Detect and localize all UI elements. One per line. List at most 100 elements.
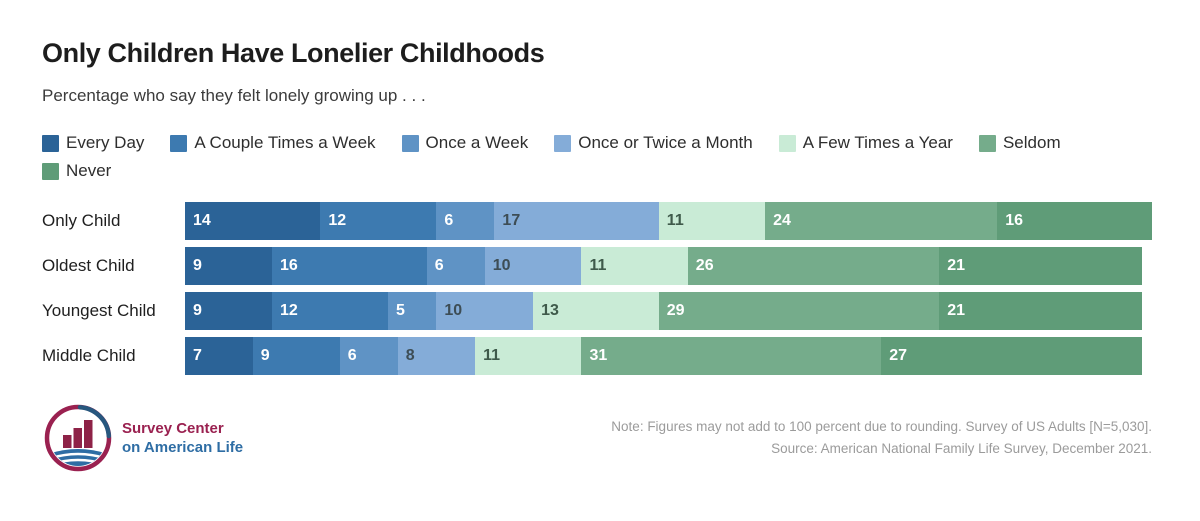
bar-segment-value: 6 — [434, 257, 444, 274]
source-line: Source: American National Family Life Su… — [771, 441, 1152, 456]
bar-segment: 6 — [339, 337, 398, 375]
bar-segment-value: 26 — [695, 257, 714, 274]
bar-segment-value: 12 — [328, 212, 347, 229]
bar-segment-value: 29 — [666, 302, 685, 319]
bar-segment-value: 14 — [193, 212, 211, 229]
legend-label: Once a Week — [425, 133, 529, 152]
footer: Survey Center on American Life Note: Fig… — [42, 402, 1152, 474]
bar-segment-value: 10 — [444, 302, 463, 319]
bar-segment: 12 — [272, 292, 389, 330]
logo: Survey Center on American Life — [42, 402, 243, 474]
bar-segment: 12 — [320, 202, 437, 240]
legend-label: Every Day — [66, 133, 145, 152]
category-label: Youngest Child — [42, 301, 156, 320]
bar-segment-value: 9 — [260, 347, 270, 364]
legend-item: Every Day — [42, 133, 144, 153]
legend-label: Never — [66, 161, 112, 180]
logo-text-line2: on American Life — [122, 439, 244, 456]
bar-segment: 21 — [939, 292, 1143, 330]
bar-segment: 7 — [185, 337, 253, 375]
bar-track: 14 12 6 17 11 24 16 — [185, 202, 1152, 240]
chart-subtitle: Percentage who say they felt lonely grow… — [42, 86, 426, 105]
bar-segment-value: 6 — [444, 212, 454, 229]
bar-segment: 13 — [533, 292, 659, 330]
bar-segment: 21 — [939, 247, 1143, 285]
stacked-bar: 7 9 6 8 11 31 27 — [185, 337, 1143, 375]
bar-row: Only Child 14 12 6 17 11 24 16 — [42, 202, 1152, 240]
stacked-bar: 9 12 5 10 13 29 21 — [185, 292, 1143, 330]
bar-segment-value: 12 — [280, 302, 298, 319]
bar-segment-value: 16 — [280, 257, 298, 274]
bar-segment-value: 11 — [666, 212, 684, 229]
legend-item: A Few Times a Year — [778, 133, 953, 153]
legend-label: Seldom — [1002, 133, 1061, 152]
bar-segment: 10 — [484, 247, 582, 285]
legend: Every Day A Couple Times a Week Once a Wee… — [42, 133, 1152, 181]
legend-item: Never — [42, 161, 111, 181]
bar-segment: 17 — [494, 202, 659, 240]
bar-track: 9 16 6 10 11 26 21 — [185, 247, 1152, 285]
bar-segment-value: 6 — [347, 347, 357, 364]
legend-label: A Few Times a Year — [802, 133, 953, 152]
legend-swatch — [42, 134, 59, 152]
legend-item: A Couple Times a Week — [170, 133, 376, 153]
legend-item: Once a Week — [401, 133, 529, 153]
category-label: Oldest Child — [42, 256, 135, 275]
legend-swatch — [170, 134, 188, 152]
legend-row: Every Day A Couple Times a Week Once a Wee… — [42, 133, 1152, 153]
legend-item: Seldom — [978, 133, 1061, 153]
bar-segment-value: 21 — [947, 302, 965, 319]
bar-segment: 9 — [252, 337, 340, 375]
bar-row: Middle Child 7 9 6 8 11 31 27 — [42, 337, 1152, 375]
bar-row: Youngest Child 9 12 5 10 13 29 21 — [42, 292, 1152, 330]
stacked-bar: 9 16 6 10 11 26 21 — [185, 247, 1143, 285]
bar-segment: 29 — [658, 292, 940, 330]
chart-title: Only Children Have Lonelier Childhoods — [42, 38, 545, 68]
bar-segment-value: 17 — [502, 212, 521, 229]
stacked-bar: 14 12 6 17 11 24 16 — [185, 202, 1152, 240]
bar-segment: 10 — [436, 292, 534, 330]
legend-label: Once or Twice a Month — [578, 133, 753, 152]
bar-segment-value: 9 — [193, 302, 202, 319]
legend-label: A Couple Times a Week — [194, 133, 376, 152]
bar-segment: 6 — [426, 247, 485, 285]
bar-segment: 27 — [881, 337, 1143, 375]
bar-segment-value: 24 — [773, 212, 791, 229]
bar-segment-value: 9 — [193, 257, 202, 274]
legend-swatch — [778, 134, 796, 152]
category-label: Only Child — [42, 211, 121, 230]
logo-wordmark: Survey Center on American Life — [122, 419, 243, 458]
bar-track: 7 9 6 8 11 31 27 — [185, 337, 1152, 375]
legend-item: Once or Twice a Month — [554, 133, 753, 153]
bar-segment: 6 — [436, 202, 495, 240]
bar-row: Oldest Child 9 16 6 10 11 26 21 — [42, 247, 1152, 285]
bar-segment: 24 — [765, 202, 998, 240]
bar-segment-value: 27 — [889, 347, 907, 364]
bar-segment-value: 21 — [947, 257, 965, 274]
bar-segment-value: 16 — [1005, 212, 1024, 229]
legend-swatch — [42, 162, 59, 180]
note-line: Note: Figures may not add to 100 percent… — [611, 419, 1152, 435]
bar-segment: 11 — [475, 337, 582, 375]
bar-segment-value: 10 — [492, 257, 511, 274]
footnote: Note: Figures may not add to 100 percent… — [611, 416, 1152, 459]
legend-row: Never — [42, 161, 1152, 181]
bar-segment: 8 — [397, 337, 476, 375]
bar-segment-value: 11 — [483, 347, 500, 364]
logo-text-line1: Survey Center — [122, 419, 224, 437]
bar-segment: 5 — [388, 292, 437, 330]
bar-track: 9 12 5 10 13 29 21 — [185, 292, 1152, 330]
survey-center-logo-icon — [44, 404, 112, 472]
legend-swatch — [978, 134, 996, 152]
bar-segment-value: 7 — [193, 347, 202, 364]
bar-segment-value: 8 — [405, 347, 415, 364]
bar-segment-value: 31 — [589, 347, 608, 364]
bar-segment-value: 11 — [589, 257, 607, 274]
bar-segment: 9 — [185, 247, 273, 285]
bar-segment: 16 — [997, 202, 1152, 240]
bar-segment: 26 — [687, 247, 940, 285]
bar-segment: 31 — [581, 337, 882, 375]
bar-segment: 16 — [272, 247, 427, 285]
bar-segment: 14 — [185, 202, 321, 240]
